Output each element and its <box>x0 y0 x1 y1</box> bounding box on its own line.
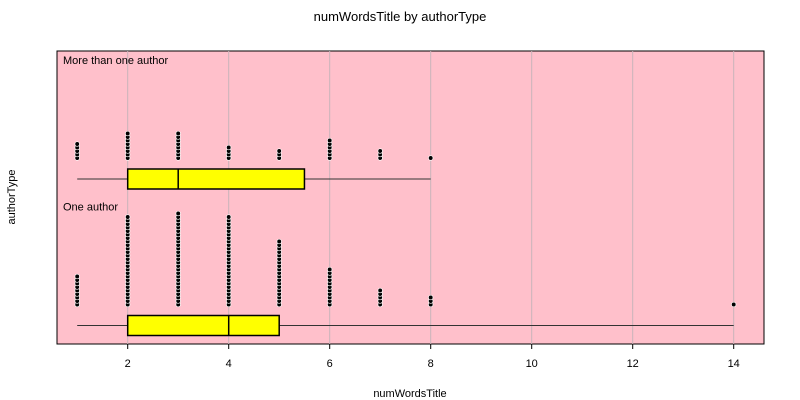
gridlines <box>127 51 735 344</box>
data-point <box>125 130 131 137</box>
x-tick-label: 6 <box>327 358 333 370</box>
data-point <box>276 148 282 154</box>
data-point <box>226 144 232 151</box>
data-point <box>125 214 131 220</box>
data-point <box>175 130 181 137</box>
chart-title: numWordsTitle by authorType <box>314 9 487 24</box>
x-tick-label: 10 <box>526 358 538 370</box>
data-point <box>377 287 383 294</box>
group-1: One author <box>63 202 737 337</box>
data-point <box>74 141 80 147</box>
x-tick-label: 2 <box>125 358 131 370</box>
groups-layer: More than one author One author <box>63 55 737 337</box>
group-0: More than one author <box>63 55 434 190</box>
x-tick-label: 4 <box>226 358 232 370</box>
data-point <box>327 266 333 273</box>
data-point <box>226 214 232 220</box>
plot-panel <box>56 50 765 345</box>
data-point <box>428 155 434 161</box>
group-label: More than one author <box>63 55 169 67</box>
data-point <box>731 301 737 308</box>
y-axis-label: authorType <box>6 169 18 224</box>
data-point <box>175 210 181 217</box>
x-axis-label: numWordsTitle <box>373 388 446 400</box>
x-axis: 2 4 6 8 10 12 14 <box>125 344 740 370</box>
box <box>126 168 306 190</box>
data-point <box>428 294 434 301</box>
x-tick-label: 12 <box>627 358 639 370</box>
x-tick-label: 8 <box>428 358 434 370</box>
data-point <box>276 238 282 245</box>
data-point <box>377 148 383 154</box>
data-point <box>74 273 80 280</box>
box <box>126 314 280 337</box>
group-label: One author <box>63 202 118 214</box>
x-tick-label: 14 <box>728 358 740 370</box>
data-point <box>327 137 333 144</box>
